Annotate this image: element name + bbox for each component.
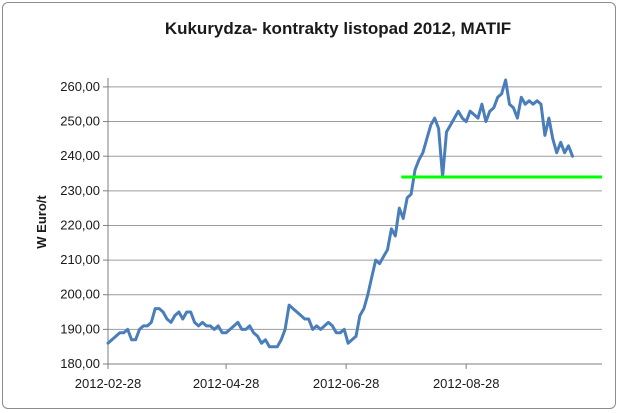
- y-tick-labels: 180,00 190,00 200,00 210,00 220,00 230,00 240,…: [60, 79, 100, 371]
- y-axis-label: W Euro/t: [34, 195, 49, 249]
- y-tick-label: 230,00: [60, 183, 100, 198]
- gridlines: [108, 86, 602, 330]
- axes: [103, 78, 602, 369]
- chart-frame: [2, 2, 616, 409]
- price-series: [106, 78, 574, 349]
- y-tick-label: 250,00: [60, 114, 100, 129]
- y-tick-label: 180,00: [60, 356, 100, 371]
- y-tick-label: 220,00: [60, 217, 100, 232]
- x-tick-label: 2012-06-28: [313, 376, 380, 391]
- y-tick-label: 200,00: [60, 287, 100, 302]
- chart-title: Kukurydza- kontrakty listopad 2012, MATI…: [165, 19, 511, 38]
- x-tick-label: 2012-02-28: [75, 376, 142, 391]
- x-tick-label: 2012-08-28: [433, 376, 500, 391]
- x-tick-labels: 2012-02-28 2012-04-28 2012-06-28 2012-08-28: [75, 376, 500, 391]
- x-tick-label: 2012-04-28: [193, 376, 260, 391]
- y-tick-label: 260,00: [60, 79, 100, 94]
- y-tick-label: 210,00: [60, 252, 100, 267]
- y-tick-label: 240,00: [60, 148, 100, 163]
- y-tick-label: 190,00: [60, 321, 100, 336]
- series-line: [106, 78, 574, 349]
